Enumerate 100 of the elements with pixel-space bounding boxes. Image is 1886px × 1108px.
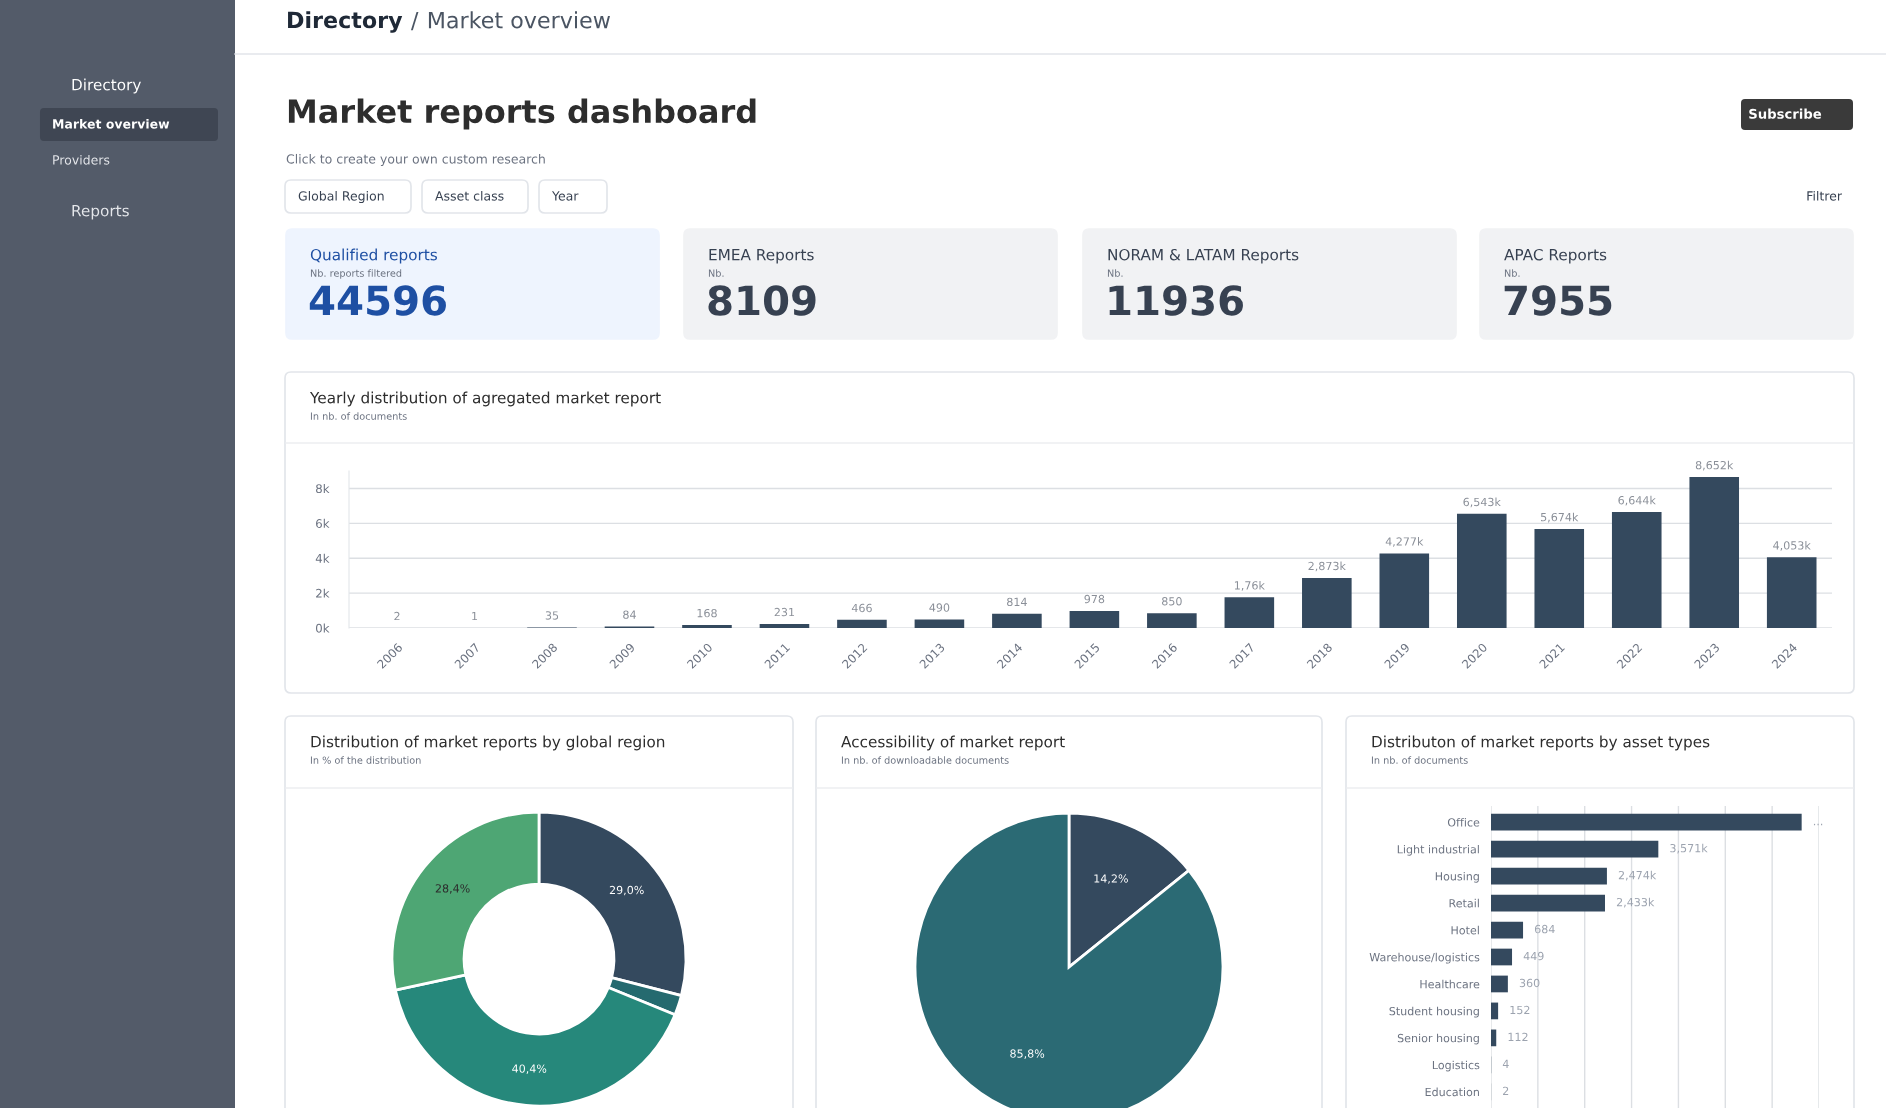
y-tick-label: Education bbox=[1425, 1087, 1479, 1097]
data-label: 40,4% bbox=[512, 1064, 547, 1074]
data-label: 2,433k bbox=[1616, 897, 1655, 908]
text: Market reports dashboard bbox=[288, 98, 756, 130]
bar bbox=[759, 623, 810, 628]
data-label: 490 bbox=[929, 603, 950, 612]
y-tick-label: Senior housing bbox=[1397, 1033, 1479, 1045]
chart-title: Distributon of market reports by asset types bbox=[1372, 735, 1710, 751]
text: Market overview bbox=[53, 118, 170, 129]
bar bbox=[1491, 867, 1607, 885]
bar bbox=[992, 613, 1042, 628]
text: Reports bbox=[72, 205, 129, 220]
data-label: 44596 bbox=[309, 285, 446, 316]
bar bbox=[1491, 813, 1802, 831]
text: NORAM & LATAM Reports bbox=[1108, 248, 1299, 264]
chart-subtitle: In nb. of documents bbox=[1371, 756, 1468, 764]
data-label: 168 bbox=[697, 608, 717, 618]
text: Nb. bbox=[708, 269, 724, 277]
bar bbox=[1379, 553, 1430, 628]
data-label: 35 bbox=[545, 611, 559, 620]
bar bbox=[837, 619, 887, 628]
text: Filtrer bbox=[1807, 190, 1842, 201]
y-tick-label: Logistics bbox=[1432, 1060, 1480, 1072]
data-label: 85,8% bbox=[1010, 1049, 1045, 1059]
y-tick-label: Retail bbox=[1449, 898, 1479, 908]
data-label: 2 bbox=[394, 611, 400, 621]
data-label: 6,644k bbox=[1618, 495, 1656, 506]
data-label: 11936 bbox=[1109, 285, 1243, 316]
bar bbox=[1491, 921, 1524, 939]
data-label: 231 bbox=[774, 607, 795, 617]
bar bbox=[682, 625, 732, 628]
data-label: 360 bbox=[1519, 978, 1540, 988]
text: Market overview bbox=[428, 11, 610, 29]
text: Nb. reports filtered bbox=[310, 269, 402, 279]
y-tick-label: Office bbox=[1447, 817, 1480, 827]
text: Nb. bbox=[1504, 269, 1520, 277]
bar bbox=[1534, 529, 1585, 628]
bar bbox=[1456, 513, 1507, 628]
bar bbox=[1491, 840, 1659, 858]
data-label: 4,053k bbox=[1773, 540, 1811, 551]
chart-subtitle: In nb. of downloadable documents bbox=[841, 756, 1009, 764]
data-label: 4 bbox=[1502, 1059, 1509, 1068]
data-label: 5,674k bbox=[1541, 512, 1579, 523]
y-tick-label: Healthcare bbox=[1420, 979, 1480, 989]
y-tick-label: 8k bbox=[316, 483, 330, 494]
data-label: ... bbox=[1813, 823, 1823, 826]
bar bbox=[1491, 948, 1513, 966]
chart-title: Yearly distribution of agregated market report bbox=[309, 391, 661, 407]
y-tick-label: 4k bbox=[315, 553, 330, 563]
chart-title: Distribution of market reports by global region bbox=[311, 735, 665, 751]
bar bbox=[1224, 597, 1275, 628]
bar bbox=[914, 619, 965, 628]
y-tick-label: Student housing bbox=[1389, 1006, 1479, 1018]
bar bbox=[1491, 1029, 1497, 1047]
bar bbox=[1611, 512, 1662, 628]
data-label: 7955 bbox=[1504, 285, 1612, 316]
data-label: 814 bbox=[1007, 597, 1027, 607]
text: APAC Reports bbox=[1504, 248, 1607, 264]
text: Year bbox=[551, 191, 579, 201]
text: Global Region bbox=[298, 190, 384, 204]
bar bbox=[1766, 557, 1817, 628]
data-label: 2 bbox=[1503, 1086, 1509, 1095]
data-label: 28,4% bbox=[435, 884, 470, 894]
y-tick-label: 6k bbox=[316, 518, 330, 528]
data-label: 1,76k bbox=[1234, 580, 1265, 591]
data-label: 684 bbox=[1534, 924, 1555, 934]
data-label: 152 bbox=[1510, 1005, 1530, 1015]
data-label: 466 bbox=[851, 603, 872, 613]
text: / bbox=[410, 11, 419, 31]
data-label: 8109 bbox=[708, 285, 816, 316]
data-label: 14,2% bbox=[1094, 874, 1128, 884]
y-tick-label: Light industrial bbox=[1397, 844, 1479, 856]
bar bbox=[1069, 610, 1120, 628]
data-label: 8,652k bbox=[1695, 460, 1734, 471]
data-label: 6,543k bbox=[1463, 497, 1501, 508]
text: Directory bbox=[72, 78, 141, 94]
data-label: 978 bbox=[1084, 594, 1105, 604]
data-label: 112 bbox=[1508, 1032, 1528, 1041]
y-tick-label: Hotel bbox=[1451, 925, 1479, 935]
bar bbox=[1491, 975, 1508, 993]
bar bbox=[1302, 577, 1352, 628]
y-tick-label: Warehouse/logistics bbox=[1369, 952, 1480, 964]
data-label: 29,0% bbox=[609, 885, 644, 896]
bar bbox=[1491, 1002, 1499, 1020]
text: Subscribe bbox=[1749, 108, 1822, 119]
text: Providers bbox=[53, 154, 110, 165]
data-label: 4,277k bbox=[1385, 537, 1424, 547]
bar bbox=[1689, 477, 1740, 628]
data-label: 1 bbox=[472, 612, 478, 621]
data-label: 449 bbox=[1523, 951, 1544, 961]
data-label: 2,873k bbox=[1308, 561, 1346, 572]
y-tick-label: 2k bbox=[316, 588, 330, 598]
bar bbox=[1491, 894, 1605, 912]
text: Asset class bbox=[435, 190, 504, 201]
y-tick-label: 0k bbox=[315, 623, 330, 633]
chart-title: Accessibility of market report bbox=[841, 735, 1065, 751]
text: Nb. bbox=[1107, 269, 1123, 277]
text: EMEA Reports bbox=[709, 249, 814, 264]
bar bbox=[1147, 613, 1197, 628]
data-label: 850 bbox=[1162, 597, 1182, 606]
